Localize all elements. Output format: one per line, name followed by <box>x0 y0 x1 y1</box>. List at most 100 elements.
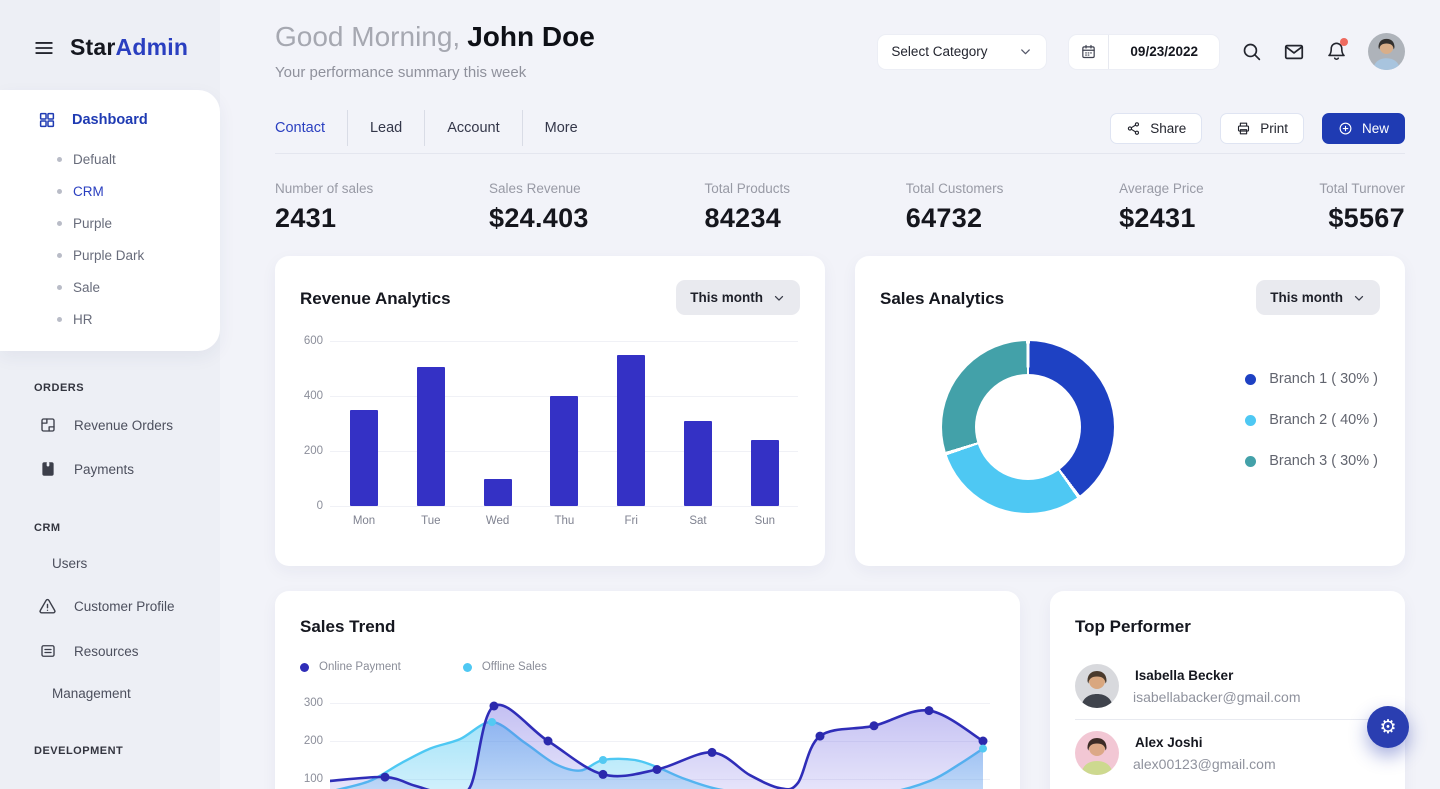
sales-period-dropdown[interactable]: This month <box>1256 280 1380 315</box>
chevron-down-icon <box>1352 291 1366 305</box>
x-tick-label: Thu <box>554 515 575 527</box>
sidebar-item-label: Payments <box>74 461 135 477</box>
bar-mon <box>350 409 378 506</box>
legend-label: Branch 2 ( 40% ) <box>1269 412 1378 428</box>
legend-item-branch-2: Branch 2 ( 40% ) <box>1245 412 1378 428</box>
sidebar-subitem-label: Sale <box>73 279 101 295</box>
category-select-value: Select Category <box>891 44 988 59</box>
search-button[interactable] <box>1241 41 1262 62</box>
legend-dot <box>1245 414 1257 426</box>
sidebar-item-payments[interactable]: Payments <box>0 447 220 491</box>
performer-name: Alex Joshi <box>1135 734 1203 750</box>
sidebar-item-customer-profile[interactable]: Customer Profile <box>0 584 220 629</box>
legend-item-branch-1: Branch 1 ( 30% ) <box>1245 371 1378 387</box>
sidebar-subitem-label: HR <box>73 311 93 327</box>
stat-number-of-sales: Number of sales 2431 <box>275 181 373 234</box>
analytics-row: Revenue Analytics This month 0 200 400 600 M… <box>275 256 1405 566</box>
header-controls: Select Category 09/23/2022 <box>877 33 1405 70</box>
page-header: Good Morning, John Doe Your performance s… <box>275 21 1405 81</box>
sidebar-subitem-hr[interactable]: HR <box>0 303 220 335</box>
menu-toggle-button[interactable] <box>33 37 55 59</box>
sidebar-subitem-label: CRM <box>73 183 104 199</box>
stat-sales-revenue: Sales Revenue $24.403 <box>489 181 589 234</box>
stat-total-customers: Total Customers 64732 <box>906 181 1004 234</box>
gridline <box>330 341 798 342</box>
sidebar-subitem-purple[interactable]: Purple <box>0 207 220 239</box>
x-tick-label: Sat <box>689 515 707 527</box>
stat-value: 2431 <box>275 203 337 233</box>
plus-circle-icon <box>1338 121 1353 136</box>
stat-average-price: Average Price $2431 <box>1119 181 1204 234</box>
sidebar-section-title-crm: CRM <box>34 522 61 534</box>
brand-admin: Admin <box>115 34 189 60</box>
gridline <box>330 703 990 704</box>
revenue-analytics-card: Revenue Analytics This month 0 200 400 600 M… <box>275 256 825 566</box>
sidebar-item-label: Revenue Orders <box>74 417 174 433</box>
sidebar-item-label: Management <box>52 686 131 701</box>
performer-name: Isabella Becker <box>1135 667 1234 683</box>
stat-value: $5567 <box>1328 203 1405 233</box>
bullet-dot <box>57 284 62 290</box>
performer-row-alex-joshi[interactable]: Alex Joshi alex00123@gmail.com <box>1075 719 1380 786</box>
divider <box>275 153 1405 154</box>
stat-label: Total Customers <box>905 181 1004 196</box>
bullet-dot <box>57 220 62 226</box>
bell-icon <box>1326 41 1347 62</box>
donut-legend: Branch 1 ( 30% ) Branch 2 ( 40% ) Branch 3… <box>1245 371 1378 469</box>
page-title: Good Morning, John Doe <box>275 21 595 52</box>
category-select[interactable]: Select Category <box>877 33 1048 70</box>
stats-row: Number of sales 2431 Sales Revenue $24.403 T… <box>275 181 1405 234</box>
sidebar-item-revenue-orders[interactable]: Revenue Orders <box>0 403 220 447</box>
messages-button[interactable] <box>1283 41 1305 63</box>
print-button[interactable]: Print <box>1220 112 1304 144</box>
revenue-bar-chart: 0 200 400 600 Mon Tue Wed Thu Fri Sat Sun <box>300 329 800 541</box>
legend-item-branch-3: Branch 3 ( 30% ) <box>1245 453 1378 469</box>
sidebar-subitem-label: Defualt <box>73 151 116 167</box>
brand-logo[interactable]: StarAdmin <box>70 34 188 61</box>
bar-fri <box>617 354 646 506</box>
printer-icon <box>1236 121 1251 136</box>
tab-more[interactable]: More <box>523 110 600 146</box>
bottom-row: Sales Trend Online Payment Offline Sales … <box>275 591 1405 789</box>
sidebar-item-dashboard[interactable]: Dashboard <box>0 102 220 138</box>
share-button[interactable]: Share <box>1110 112 1203 144</box>
sidebar-item-users[interactable]: Users <box>0 543 220 584</box>
performer-row-isabella-becker[interactable]: Isabella Becker isabellabacker@gmail.com <box>1075 653 1380 719</box>
sidebar-subitem-purple-dark[interactable]: Purple Dark <box>0 239 220 271</box>
new-button[interactable]: New <box>1321 112 1405 144</box>
tab-contact[interactable]: Contact <box>275 110 348 146</box>
legend-label: Branch 3 ( 30% ) <box>1269 453 1378 469</box>
bar-tue <box>416 367 445 506</box>
bar-wed <box>483 478 512 506</box>
sales-analytics-card: Sales Analytics This month Branch 1 ( 30… <box>855 256 1405 566</box>
chevron-down-icon <box>772 291 786 305</box>
performer-avatar <box>1075 664 1119 708</box>
revenue-period-dropdown[interactable]: This month <box>676 280 800 315</box>
dashboard-submenu: Defualt CRM Purple Purple Dark Sale HR <box>0 143 220 335</box>
brand-star: Star <box>70 34 116 60</box>
legend-label: Online Payment <box>319 661 401 673</box>
sidebar-subitem-defualt[interactable]: Defualt <box>0 143 220 175</box>
sidebar-subitem-crm[interactable]: CRM <box>0 175 220 207</box>
tab-account[interactable]: Account <box>425 110 523 146</box>
settings-fab-button[interactable]: ⚙ <box>1367 706 1409 748</box>
stat-label: Average Price <box>1119 181 1204 196</box>
sidebar-item-management[interactable]: Management <box>0 673 220 714</box>
resources-icon <box>38 642 57 660</box>
sidebar-item-resources[interactable]: Resources <box>0 629 220 673</box>
sidebar-subitem-sale[interactable]: Sale <box>0 271 220 303</box>
sidebar-section-title-development: DEVELOPMENT <box>34 745 124 757</box>
performer-info: Isabella Becker isabellabacker@gmail.com <box>1133 668 1301 705</box>
greeting-block: Good Morning, John Doe Your performance s… <box>275 21 595 81</box>
main-content: Good Morning, John Doe Your performance s… <box>220 0 1440 789</box>
notifications-button[interactable] <box>1326 38 1348 62</box>
tab-lead[interactable]: Lead <box>348 110 426 146</box>
stat-total-turnover: Total Turnover $5567 <box>1319 181 1405 234</box>
date-picker[interactable]: 09/23/2022 <box>1068 33 1220 70</box>
legend-label: Offline Sales <box>481 661 547 673</box>
user-avatar[interactable] <box>1368 33 1405 70</box>
performer-email: isabellabacker@gmail.com <box>1133 688 1301 705</box>
trend-legend: Online Payment Offline Sales <box>300 661 995 673</box>
performer-avatar <box>1075 731 1119 775</box>
